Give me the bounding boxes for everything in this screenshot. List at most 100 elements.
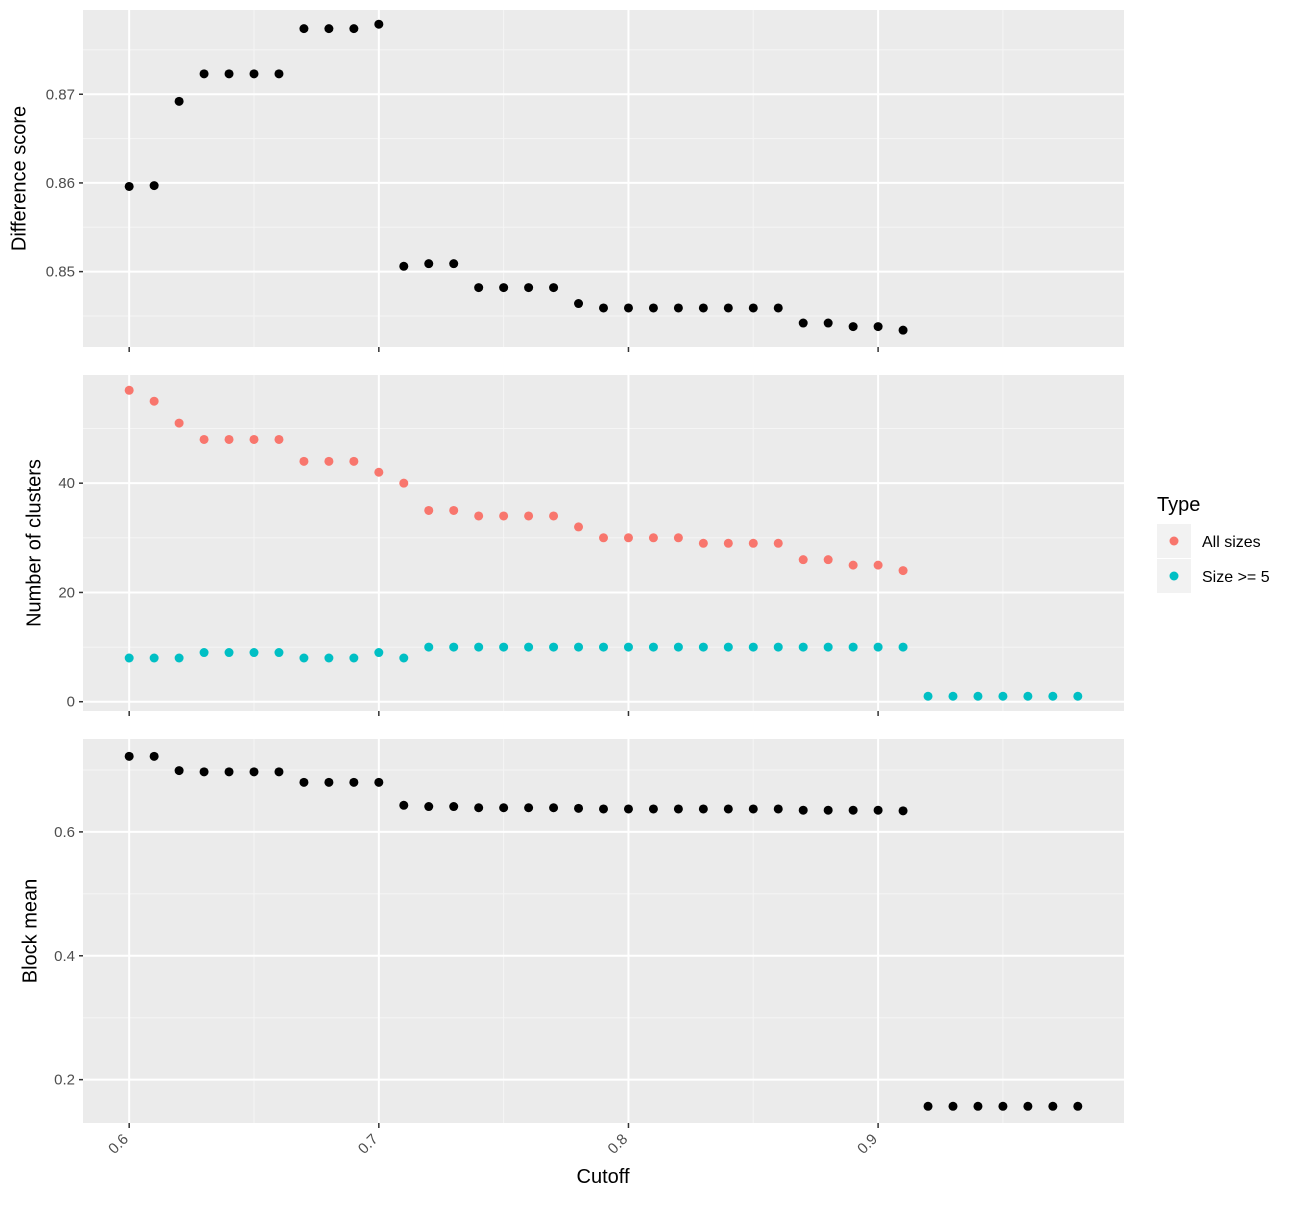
- data-point-series: [349, 777, 359, 787]
- legend: Type All sizes Size >= 5: [1157, 494, 1270, 593]
- data-point-series: [1073, 1101, 1083, 1111]
- data-point-series: [224, 767, 234, 777]
- data-point-series: [723, 303, 733, 313]
- data-point-size-5: [574, 642, 584, 652]
- data-point-series: [499, 283, 509, 293]
- data-point-series: [723, 804, 733, 814]
- data-point-all-sizes: [449, 505, 459, 515]
- data-point-all-sizes: [798, 555, 808, 565]
- data-point-series: [124, 181, 134, 191]
- data-point-all-sizes: [823, 555, 833, 565]
- data-point-series: [499, 803, 509, 813]
- data-point-all-sizes: [124, 385, 134, 395]
- data-point-series: [798, 805, 808, 815]
- data-point-size-5: [474, 642, 484, 652]
- data-point-series: [399, 800, 409, 810]
- legend-title: Type: [1157, 494, 1200, 516]
- data-point-all-sizes: [673, 533, 683, 543]
- series-all-sizes: [124, 385, 908, 576]
- data-point-size-5: [1073, 691, 1083, 701]
- data-point-series: [524, 803, 534, 813]
- data-point-series: [349, 24, 359, 34]
- data-point-size-5: [1023, 691, 1033, 701]
- data-point-size-5: [399, 653, 409, 663]
- data-point-series: [748, 303, 758, 313]
- data-point-all-sizes: [623, 533, 633, 543]
- data-point-size-5: [324, 653, 334, 663]
- data-point-size-5: [973, 691, 983, 701]
- data-point-all-sizes: [848, 560, 858, 570]
- data-point-size-5: [424, 642, 434, 652]
- legend-label-all-sizes: All sizes: [1202, 534, 1261, 551]
- y-axis-title: Block mean: [19, 879, 41, 984]
- data-point-series: [873, 805, 883, 815]
- y-tick-label: 0.6: [54, 824, 75, 841]
- data-point-all-sizes: [149, 396, 159, 406]
- data-point-series: [1048, 1101, 1058, 1111]
- data-point-all-sizes: [873, 560, 883, 570]
- data-point-all-sizes: [499, 511, 509, 521]
- data-point-size-5: [748, 642, 758, 652]
- data-point-all-sizes: [599, 533, 608, 543]
- data-point-series: [923, 1101, 933, 1111]
- y-tick-label: 0.4: [54, 948, 75, 965]
- data-point-series: [299, 777, 309, 787]
- y-tick-label: 0.87: [46, 86, 75, 103]
- data-point-series: [474, 283, 484, 293]
- data-point-all-sizes: [723, 538, 733, 548]
- panel-background: [83, 10, 1124, 347]
- data-point-all-sizes: [698, 538, 708, 548]
- y-tick-label: 0.86: [46, 175, 75, 192]
- data-point-size-5: [623, 642, 633, 652]
- y-tick-label: 40: [58, 475, 75, 492]
- legend-point-all-sizes: [1169, 536, 1179, 546]
- data-point-size-5: [549, 642, 559, 652]
- panels: 0.85 0.86 0.87 Difference score 0 20 40 Number …: [8, 10, 1124, 1128]
- data-point-series: [174, 766, 184, 776]
- y-tick-label: 20: [58, 584, 75, 601]
- data-point-series: [673, 804, 683, 814]
- data-point-series: [199, 767, 209, 777]
- legend-point-size-ge5: [1169, 571, 1179, 581]
- data-point-series: [549, 803, 559, 813]
- data-point-all-sizes: [773, 538, 783, 548]
- data-point-series: [274, 69, 284, 79]
- series-series: [124, 751, 1083, 1111]
- y-tick-label: 0.85: [46, 264, 75, 281]
- data-point-series: [299, 24, 309, 34]
- legend-label-size-ge5: Size >= 5: [1202, 569, 1270, 586]
- data-point-series: [124, 751, 134, 761]
- data-point-size-5: [149, 653, 159, 663]
- data-point-size-5: [524, 642, 534, 652]
- data-point-series: [424, 259, 434, 269]
- panel-number-of-clusters: 0 20 40 Number of clusters: [23, 375, 1124, 716]
- data-point-all-sizes: [274, 434, 284, 444]
- series-series: [124, 19, 908, 335]
- data-point-series: [424, 802, 434, 812]
- data-point-series: [399, 261, 409, 271]
- data-point-series: [374, 19, 384, 29]
- data-point-series: [149, 751, 159, 761]
- data-point-series: [249, 69, 259, 79]
- data-point-size-5: [998, 691, 1008, 701]
- data-point-series: [823, 805, 833, 815]
- data-point-series: [449, 259, 459, 269]
- data-point-series: [1023, 1101, 1033, 1111]
- data-point-all-sizes: [474, 511, 484, 521]
- data-point-series: [873, 322, 883, 332]
- data-point-series: [698, 804, 708, 814]
- data-point-size-5: [673, 642, 683, 652]
- data-point-series: [773, 303, 783, 313]
- data-point-size-5: [723, 642, 733, 652]
- panel-difference-score: 0.85 0.86 0.87 Difference score: [8, 10, 1124, 352]
- data-point-series: [948, 1101, 958, 1111]
- data-point-size-5: [299, 653, 309, 663]
- data-point-series: [374, 777, 384, 787]
- data-point-series: [798, 318, 808, 328]
- data-point-size-5: [224, 648, 234, 658]
- data-point-all-sizes: [549, 511, 559, 521]
- data-point-series: [224, 69, 234, 79]
- data-point-series: [773, 804, 783, 814]
